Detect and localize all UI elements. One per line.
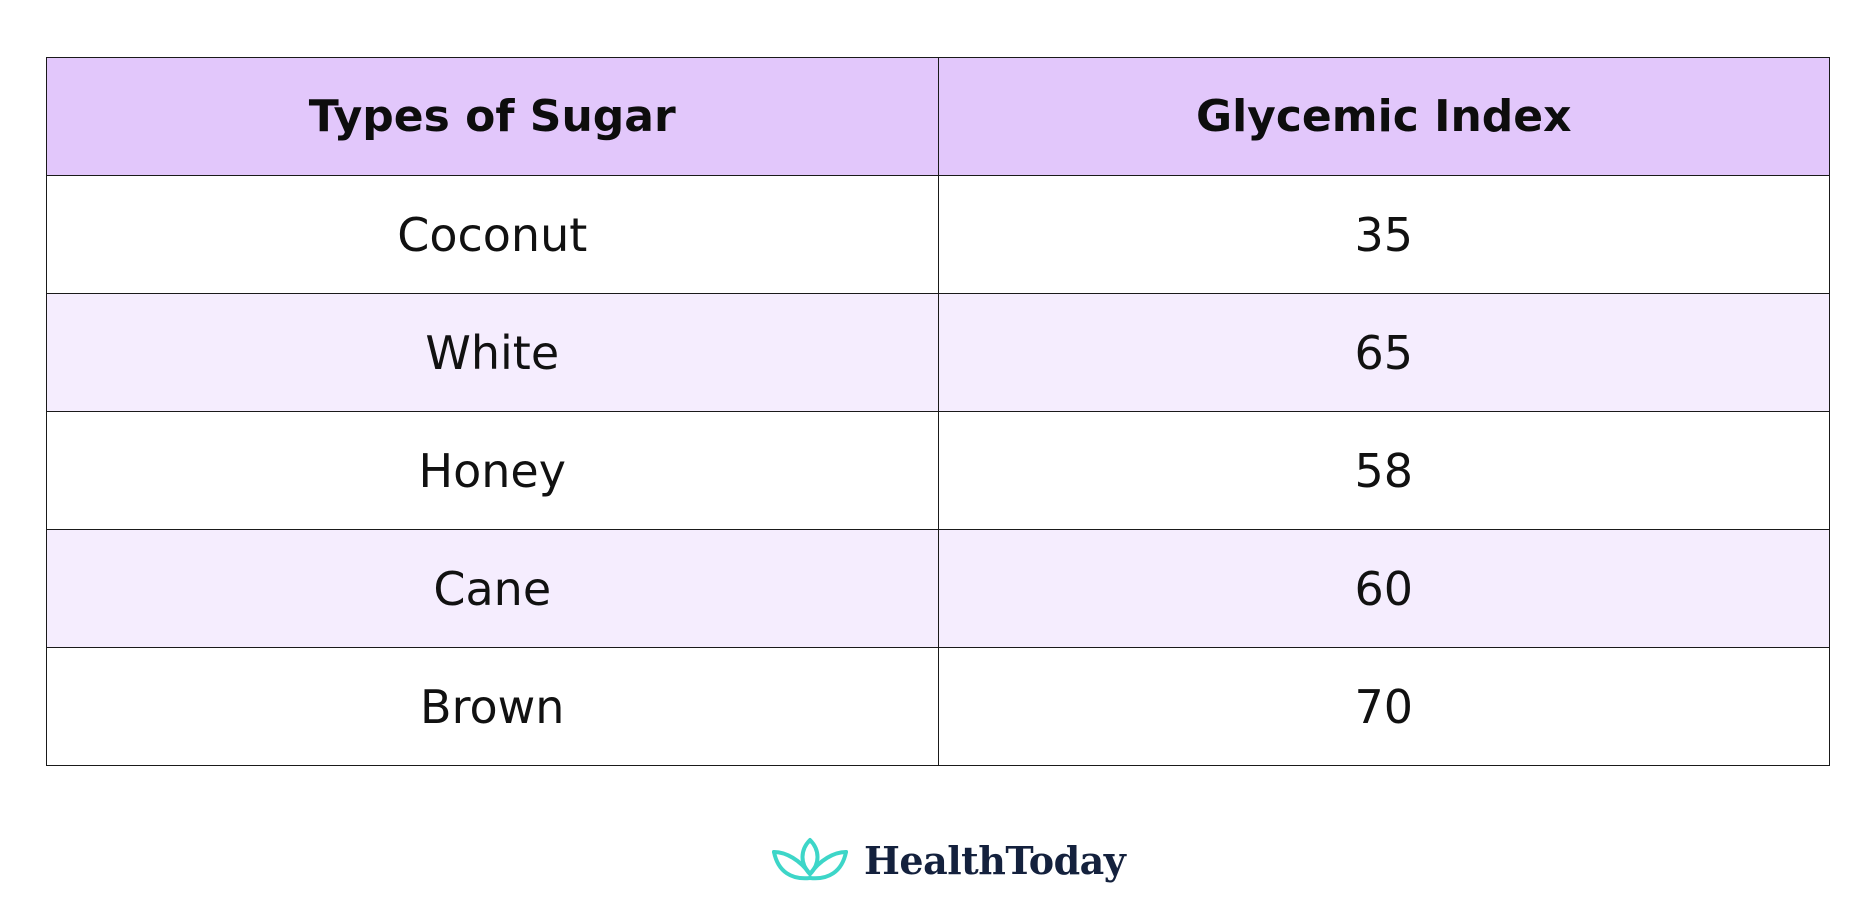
brand-logo: HealthToday xyxy=(770,832,1126,888)
sugar-type-cell: Brown xyxy=(46,647,939,766)
column-header-glycemic-index: Glycemic Index xyxy=(937,57,1830,176)
glycemic-index-cell: 35 xyxy=(937,175,1830,294)
glycemic-index-table: Types of Sugar Glycemic Index Coconut 35… xyxy=(46,57,1830,766)
sugar-type-cell: Coconut xyxy=(46,175,939,294)
table-row: Coconut 35 xyxy=(46,175,1830,294)
table-row: Honey 58 xyxy=(46,411,1830,530)
glycemic-index-table-container: Types of Sugar Glycemic Index Coconut 35… xyxy=(46,57,1830,766)
glycemic-index-cell: 70 xyxy=(937,647,1830,766)
brand-name: HealthToday xyxy=(864,837,1126,883)
sugar-type-cell: Cane xyxy=(46,529,939,648)
glycemic-index-cell: 60 xyxy=(937,529,1830,648)
glycemic-index-cell: 65 xyxy=(937,293,1830,412)
table-header-row: Types of Sugar Glycemic Index xyxy=(46,57,1830,176)
glycemic-index-cell: 58 xyxy=(937,411,1830,530)
table-row: White 65 xyxy=(46,293,1830,412)
lotus-logo-icon xyxy=(772,838,848,881)
table-row: Brown 70 xyxy=(46,647,1830,766)
table-row: Cane 60 xyxy=(46,529,1830,648)
sugar-type-cell: Honey xyxy=(46,411,939,530)
column-header-sugar-type: Types of Sugar xyxy=(46,57,939,176)
sugar-type-cell: White xyxy=(46,293,939,412)
